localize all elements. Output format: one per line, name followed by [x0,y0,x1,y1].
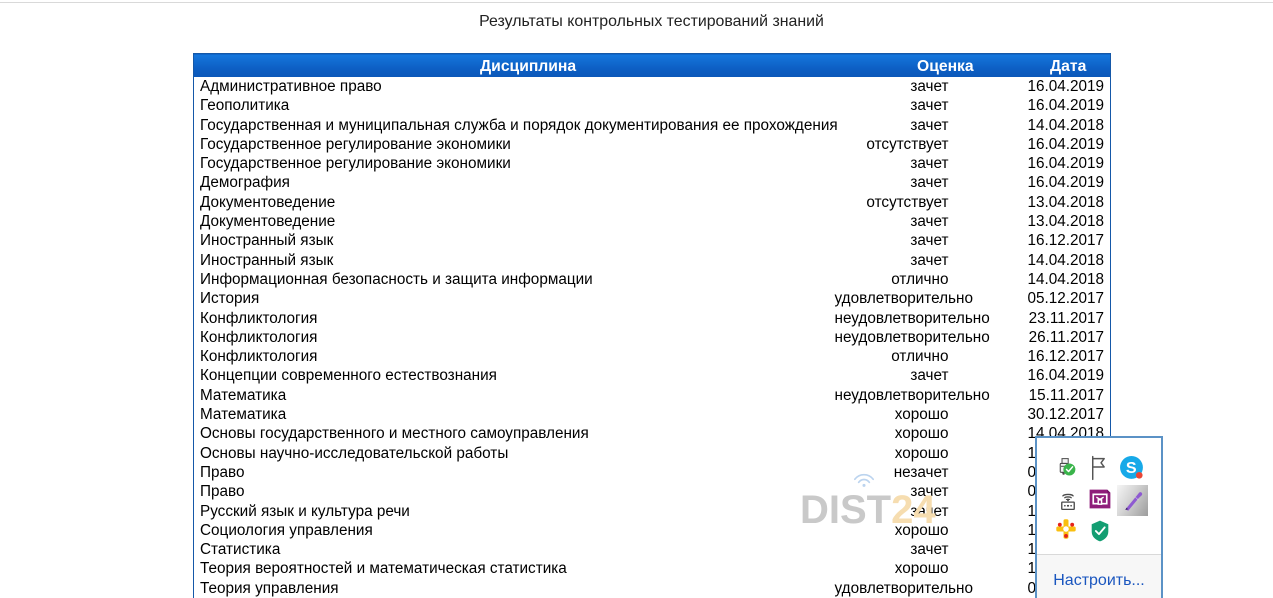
svg-text:S: S [1126,459,1137,477]
